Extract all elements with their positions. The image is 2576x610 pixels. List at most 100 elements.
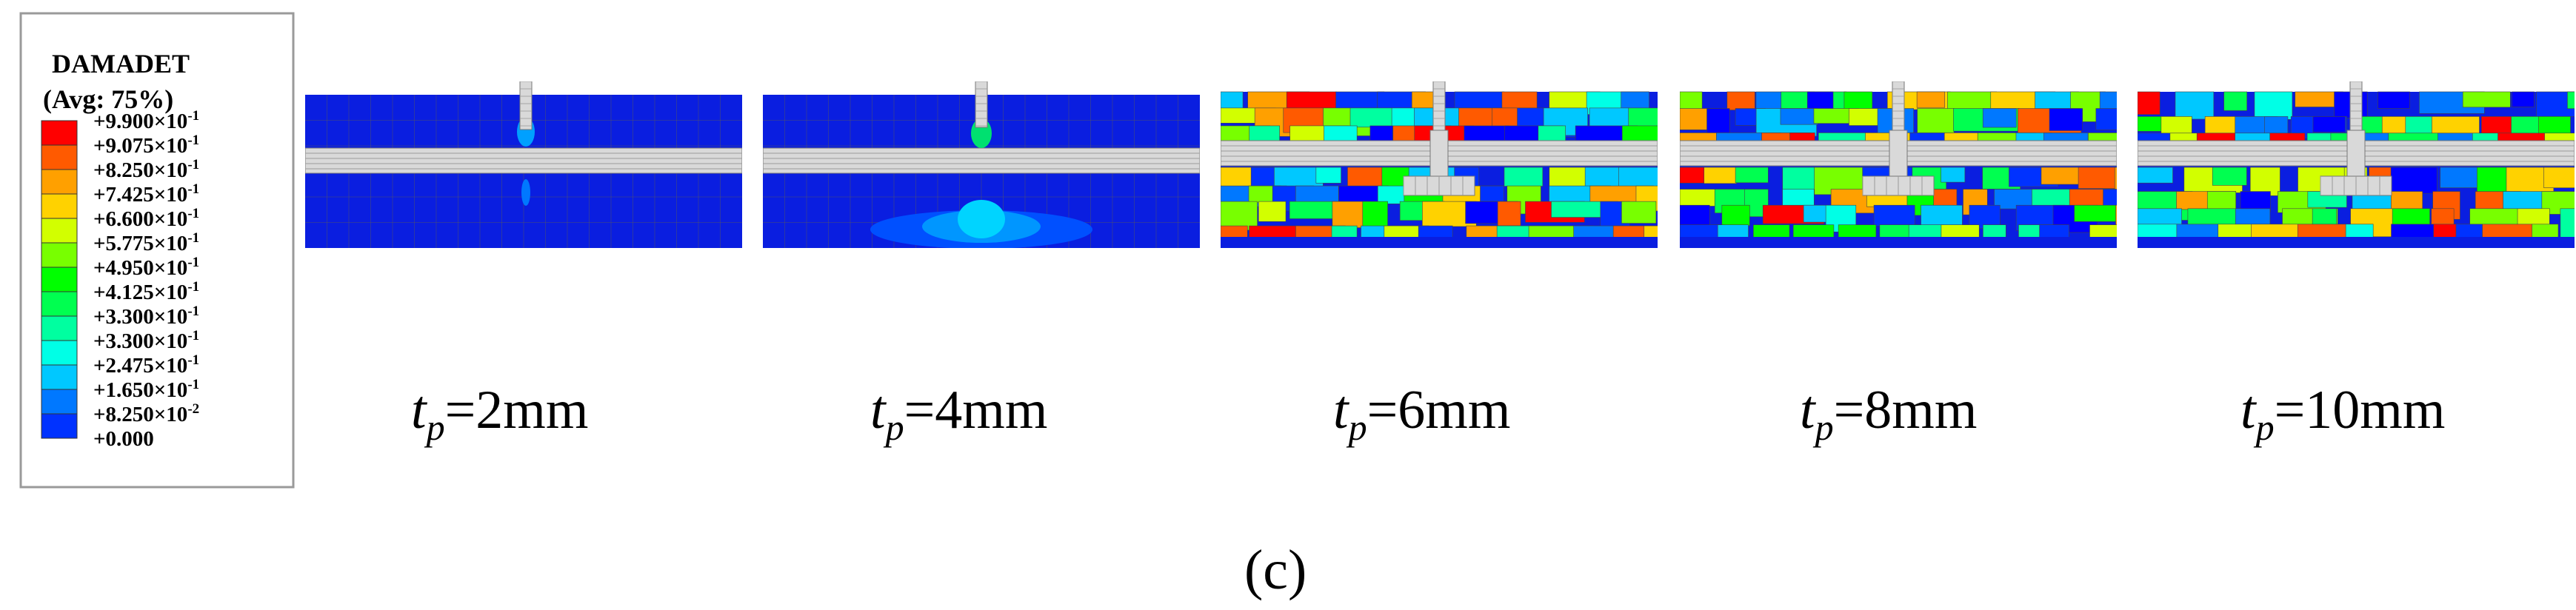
damage-element (1706, 108, 1730, 135)
damage-element (2095, 108, 2117, 130)
damage-element (2405, 116, 2435, 135)
damage-element (1726, 91, 1755, 110)
plate-band (763, 147, 1200, 174)
legend-subtitle: (Avg: 75%) (43, 84, 173, 114)
legend-swatch (41, 413, 78, 439)
damage-element (1969, 204, 2001, 229)
damage-element (1221, 201, 1258, 231)
damage-element (2254, 91, 2293, 120)
damage-element (2249, 167, 2280, 196)
base-layer (1221, 237, 1658, 248)
damage-element (2115, 204, 2117, 232)
base-layer (1680, 237, 2117, 248)
legend-label: +2.475×10-1 (93, 352, 199, 378)
damage-legend: DAMADET (Avg: 75%) +9.900×10-1+9.075×10-… (19, 12, 295, 489)
legend-label: +4.950×10-1 (93, 255, 199, 280)
damage-element (2378, 91, 2410, 109)
simulation-panels (305, 81, 2575, 248)
legend-swatch (41, 315, 78, 341)
legend-label: +8.250×10-2 (93, 401, 199, 426)
legend-title: DAMADET (52, 49, 190, 78)
damage-element (2114, 167, 2117, 192)
panel-label-4mm: tp=4mm (870, 380, 1047, 448)
damage-element (1873, 204, 1915, 227)
legend-swatch (41, 218, 78, 244)
legend-swatch (41, 364, 78, 390)
damage-element (1497, 201, 1521, 227)
legend-swatches (41, 120, 78, 439)
damage-spread (958, 200, 1005, 238)
damage-element (1504, 167, 1544, 187)
damage-element (1454, 91, 1505, 111)
damage-element (1780, 108, 1818, 125)
damage-element (1916, 91, 1946, 108)
damage-element (2041, 167, 2082, 185)
damage-element (1621, 201, 1657, 224)
probe-shaft (1432, 81, 1446, 131)
panel-tp-8mm (1680, 81, 2117, 248)
legend-swatch (41, 340, 78, 366)
legend-label: +3.300×10-1 (93, 328, 199, 353)
legend-swatch (41, 169, 78, 195)
legend-label: +9.075×10-1 (93, 133, 199, 158)
legend-labels: +9.900×10-1+9.075×10-1+8.250×10-1+7.425×… (93, 108, 199, 451)
damage-element (1735, 167, 1769, 184)
damage-element (2390, 167, 2437, 194)
damage-element (1982, 108, 2017, 128)
plate-band (305, 147, 742, 174)
legend-swatch (41, 291, 78, 317)
damage-element (2138, 208, 2182, 227)
damage-element (2432, 116, 2480, 136)
panel-tp-2mm (305, 81, 742, 248)
legend-label: +0.000 (93, 427, 154, 451)
damage-element (2223, 91, 2248, 111)
legend-label: +5.775×10-1 (93, 230, 199, 255)
damage-element (2312, 116, 2346, 133)
panel-tp-6mm (1221, 81, 1658, 248)
damage-element (1704, 167, 1738, 184)
legend-swatch (41, 389, 78, 415)
damage-element (2560, 208, 2575, 238)
probe-shaft (2349, 81, 2363, 131)
legend-label: +3.300×10-1 (93, 304, 199, 329)
damage-element (1941, 167, 1966, 183)
base-layer (2138, 237, 2575, 248)
panel-label-6mm: tp=6mm (1333, 380, 1510, 448)
damage-element (2049, 108, 2083, 131)
legend-label: +4.125×10-1 (93, 279, 199, 304)
damage-spot (521, 179, 530, 206)
legend-swatch (41, 144, 78, 170)
damage-element (2512, 91, 2535, 107)
contour-field-2mm (305, 81, 742, 248)
legend-swatch (41, 193, 78, 219)
contour-field-10mm (2138, 81, 2575, 248)
probe-shaft (519, 81, 533, 130)
panel-tp-4mm (763, 81, 1200, 248)
damage-element (1249, 125, 1280, 143)
contour-field-6mm (1221, 81, 1658, 248)
panel-tp-10mm (2138, 81, 2575, 248)
contour-field-8mm (1680, 81, 2117, 248)
damage-element (2567, 91, 2575, 109)
damage-element (1258, 201, 1287, 222)
damage-element (2175, 91, 2215, 120)
damage-element (2212, 167, 2247, 186)
damage-element (2543, 167, 2575, 189)
damage-element (2078, 167, 2117, 189)
damage-element (2462, 91, 2511, 108)
contour-field-4mm (763, 81, 1200, 248)
panel-label-2mm: tp=2mm (411, 380, 588, 448)
damage-element (1921, 204, 1963, 229)
damage-element (2240, 191, 2271, 212)
legend-label: +6.600×10-1 (93, 206, 199, 231)
damage-element (1721, 204, 1750, 227)
legend-label: +7.425×10-1 (93, 181, 199, 207)
panel-label-10mm: tp=10mm (2240, 380, 2445, 448)
damage-element (2138, 167, 2173, 184)
probe-shaft (975, 81, 988, 128)
damage-element (2138, 91, 2160, 115)
damage-element (1315, 167, 1341, 184)
legend-swatch (41, 120, 78, 146)
damage-element (2074, 204, 2117, 222)
